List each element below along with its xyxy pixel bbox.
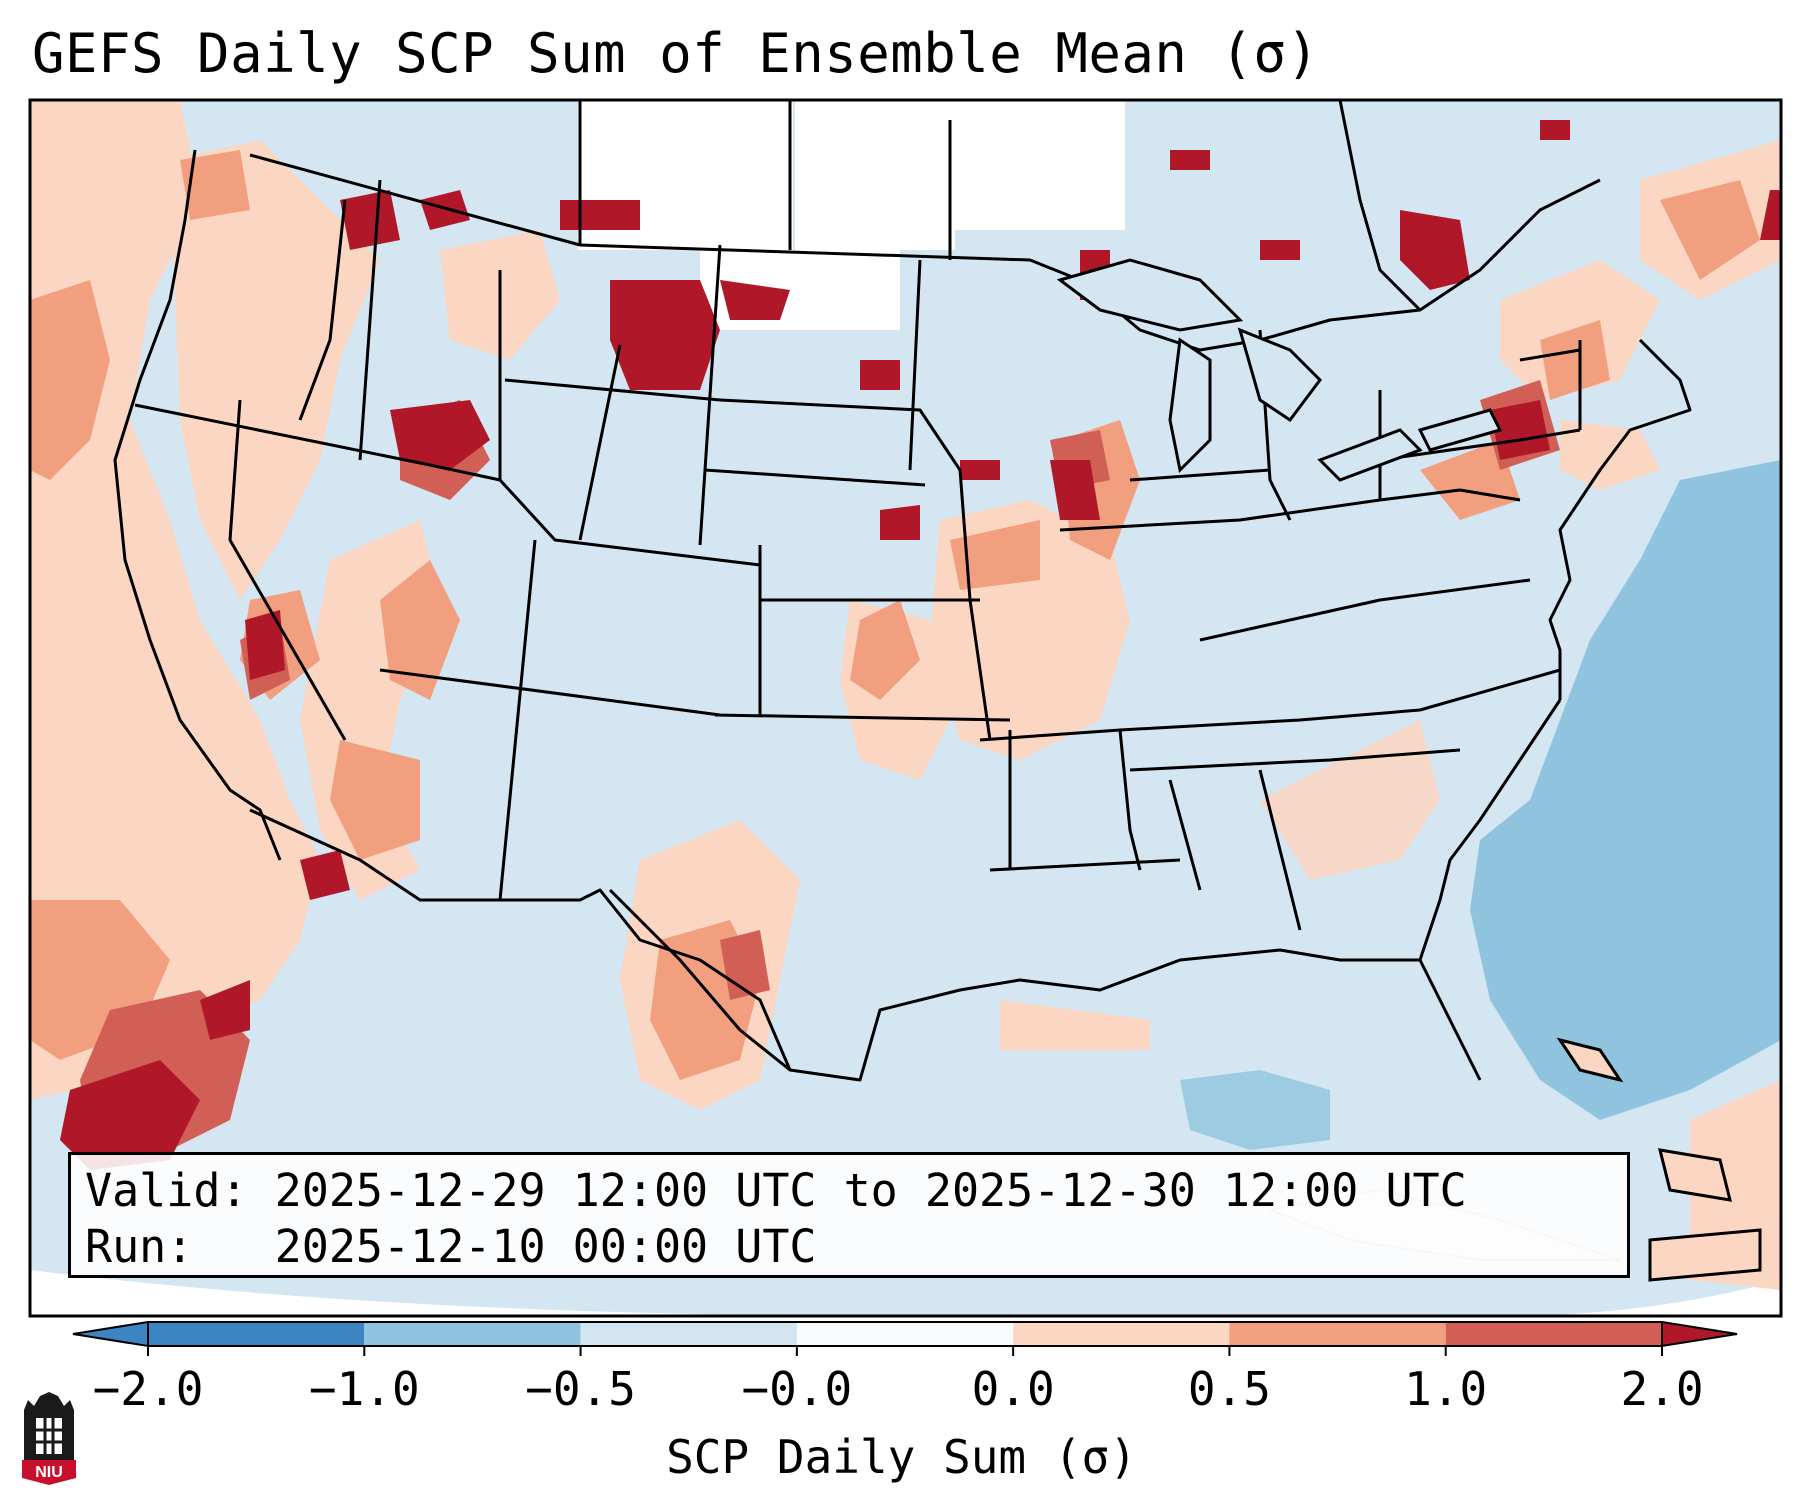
colorbar-tick-label: −2.0 (92, 1362, 204, 1416)
run-time: 2025-12-10 00:00 UTC (274, 1220, 817, 1273)
colorbar-segment (1229, 1322, 1446, 1346)
scp-field (30, 100, 1781, 1316)
colorbar-tick-label: 1.0 (1404, 1362, 1488, 1416)
great-lakes (1056, 258, 1503, 482)
valid-run-box: Valid: 2025-12-29 12:00 UTC to 2025-12-3… (68, 1152, 1630, 1278)
caribbean-islands (1556, 1037, 1762, 1282)
valid-time: 2025-12-29 12:00 UTC to 2025-12-30 12:00… (274, 1164, 1467, 1217)
colorbar-title: SCP Daily Sum (σ) (666, 1430, 1137, 1484)
positive-anomaly-max (60, 120, 1781, 1170)
colorbar-segment (364, 1322, 581, 1346)
negative-anomaly-region (50, 120, 1781, 1150)
colorbar-tick-label: 2.0 (1620, 1362, 1704, 1416)
valid-label: Valid: (85, 1164, 248, 1217)
colorbar-segment (796, 1322, 1014, 1346)
run-label: Run: (85, 1220, 194, 1273)
colorbar-extend-low (72, 1320, 149, 1348)
colorbar-segment (148, 1322, 365, 1346)
state-boundaries (113, 100, 1692, 1082)
colorbar-segment (1445, 1322, 1662, 1346)
projection-edge (1500, 1280, 1781, 1316)
projection-edge (30, 1270, 900, 1316)
colorbar-segment (1013, 1322, 1230, 1346)
colorbar-border (147, 1321, 1663, 1347)
niu-logo: NIU (22, 1392, 76, 1485)
map-title: GEFS Daily SCP Sum of Ensemble Mean (σ) (32, 22, 1320, 85)
colorbar-tick-label: −0.0 (741, 1362, 853, 1416)
colorbar-tick-label: 0.0 (971, 1362, 1055, 1416)
colorbar-extend-high (1661, 1320, 1738, 1348)
colorbar-tick-label: −1.0 (308, 1362, 420, 1416)
map-frame (28, 98, 1783, 1318)
colorbar-segment (580, 1322, 797, 1346)
colorbar-tick-label: −0.5 (525, 1362, 636, 1416)
logo-text: NIU (35, 1464, 63, 1481)
positive-anomaly-light (30, 100, 1781, 1290)
colorbar-tick-label: 0.5 (1187, 1362, 1271, 1416)
colorbar (72, 1320, 1738, 1356)
